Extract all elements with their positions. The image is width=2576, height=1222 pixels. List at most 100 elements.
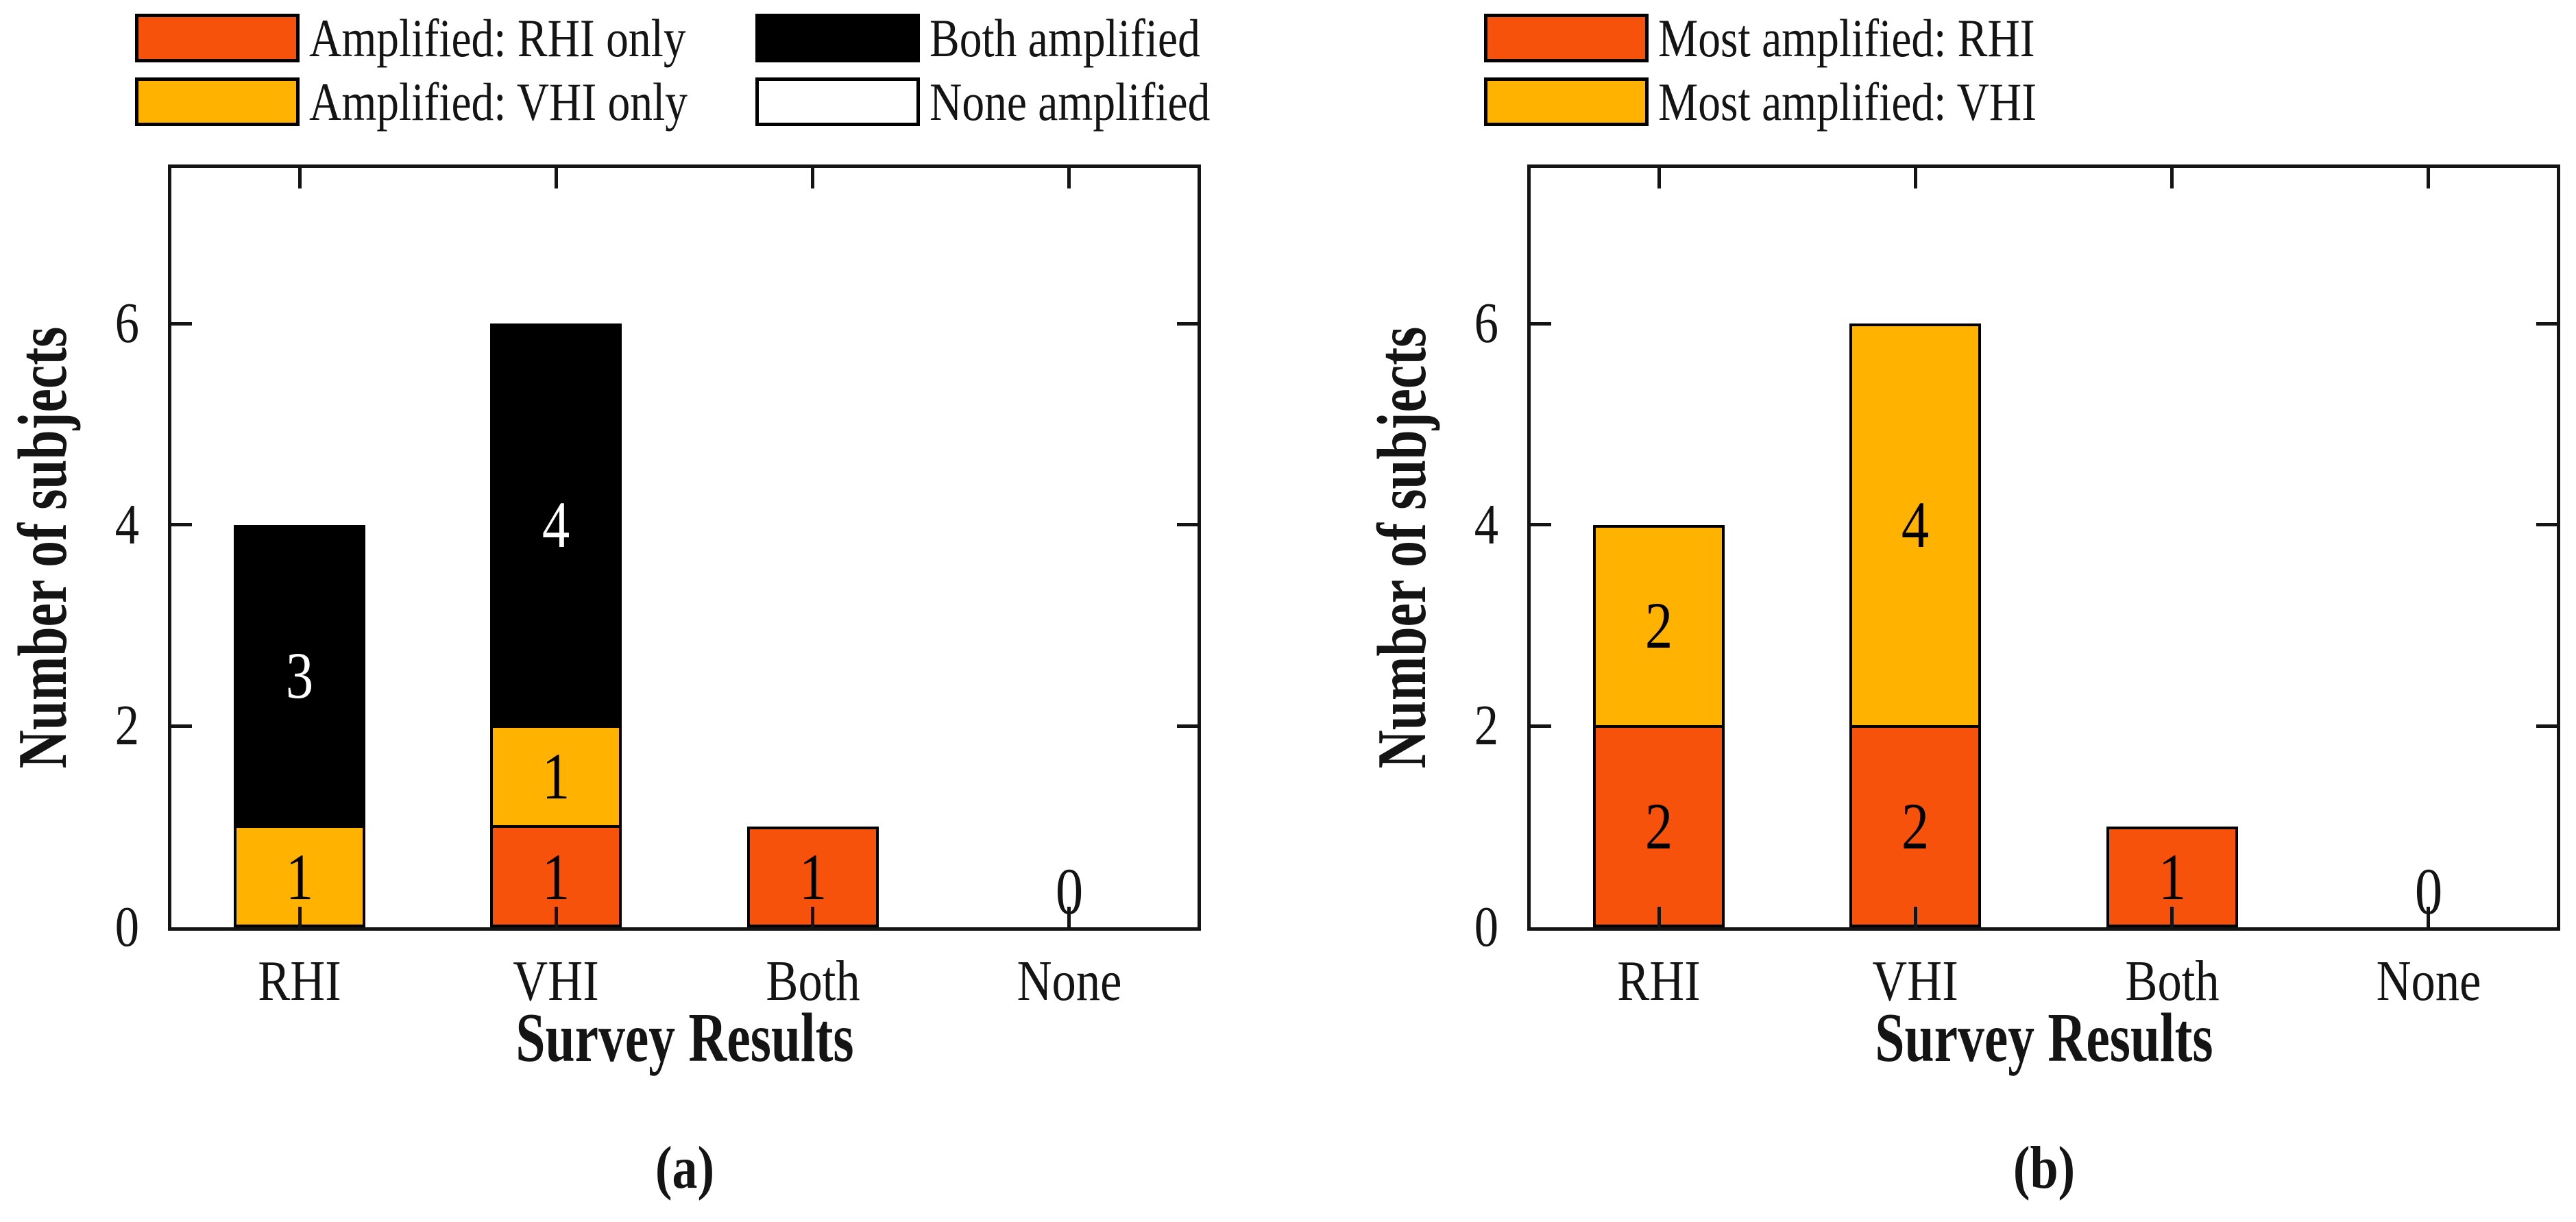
y-tick-text: 6: [1474, 291, 1498, 356]
x-tick-text: VHI: [513, 949, 600, 1013]
bar-value-text: 2: [1644, 588, 1673, 662]
bar-value-text: 4: [542, 487, 570, 561]
bar-value-text: 1: [2158, 840, 2186, 914]
x-tick-top: [1913, 168, 1917, 188]
bar-outline: [1593, 524, 1725, 927]
segment-divider: [490, 825, 622, 829]
x-tick-top: [554, 168, 558, 188]
y-tick-left: [171, 321, 192, 326]
x-tick-top: [1067, 168, 1071, 188]
bar-value-text: 1: [799, 840, 827, 914]
caption-b: (b): [2007, 1138, 2081, 1199]
x-tick-label: None: [2366, 953, 2491, 1010]
bar-segment: [490, 323, 622, 726]
legend-item-label: Most amplified: VHI: [1658, 75, 2109, 129]
legend-swatch: [1484, 14, 1649, 62]
bar-value-text: 1: [542, 739, 570, 813]
x-tick-bottom: [1657, 907, 1661, 927]
x-tick-text: None: [1017, 949, 1122, 1013]
chart-panel-a: Amplified: RHI only Amplified: VHI only Bo…: [2, 8, 1263, 1199]
x-tick-bottom: [1067, 907, 1071, 927]
legend-swatch: [755, 14, 920, 62]
x-tick-label: Both: [757, 953, 868, 1010]
x-axis-label: Survey Results: [462, 1003, 907, 1073]
bar-value-text: 3: [285, 639, 314, 713]
legend-item-text: Both amplified: [929, 8, 1200, 68]
bar-value-label: 1: [283, 844, 316, 910]
y-tick-label: 0: [2, 899, 139, 956]
segment-divider: [1849, 724, 1982, 728]
legend-item-label: Most amplified: RHI: [1658, 8, 2106, 68]
x-tick-text: None: [2376, 949, 2481, 1013]
legend-swatch: [1484, 77, 1649, 126]
segment-divider: [234, 825, 366, 829]
y-tick-label: 2: [2, 697, 139, 755]
x-axis-label-text: Survey Results: [1874, 999, 2213, 1077]
y-tick-label: 6: [1361, 295, 1498, 352]
legend-item-text: Amplified: RHI only: [309, 8, 686, 68]
bar-segment: [1849, 726, 1982, 927]
x-tick-bottom: [1913, 907, 1917, 927]
legend-item-text: Most amplified: RHI: [1658, 8, 2035, 68]
bar-value-label: 2: [1642, 588, 1675, 662]
y-tick-text: 0: [114, 895, 139, 959]
bar-segment: [1593, 726, 1725, 927]
x-tick-label: VHI: [505, 953, 607, 1010]
x-tick-top: [2170, 168, 2174, 188]
bar-value-label: 4: [1899, 487, 1932, 561]
legend-item-label: None amplified: [929, 75, 1263, 129]
y-tick-label: 2: [1361, 697, 1498, 755]
y-tick-text: 0: [1474, 895, 1498, 959]
caption-a-text: (a): [655, 1135, 714, 1201]
y-tick-label: 6: [2, 295, 139, 352]
legend-swatch: [135, 14, 300, 62]
legend-item-label: Both amplified: [929, 8, 1252, 68]
x-tick-bottom: [2427, 907, 2431, 927]
bar-value-label: 3: [283, 643, 316, 709]
x-tick-label: VHI: [1864, 953, 1967, 1010]
y-tick-text: 2: [1474, 694, 1498, 758]
y-tick-right: [1177, 724, 1198, 728]
legend-item-text: Amplified: VHI only: [309, 71, 688, 132]
bar-value-text: 1: [285, 840, 314, 914]
caption-b-text: (b): [2013, 1135, 2075, 1201]
bar-segment: [1593, 525, 1725, 726]
bar-value-label: 1: [539, 739, 572, 813]
x-tick-bottom: [554, 907, 558, 927]
y-tick-left: [171, 523, 192, 527]
x-tick-text: RHI: [258, 949, 341, 1013]
y-tick-right: [1177, 321, 1198, 326]
bar-value-label: 2: [1899, 794, 1932, 859]
x-tick-label: Both: [2116, 953, 2228, 1010]
y-tick-text: 6: [114, 291, 139, 356]
x-tick-top: [811, 168, 815, 188]
y-tick-label: 4: [1361, 496, 1498, 554]
bar-value-label: 1: [539, 844, 572, 910]
bar-segment: [490, 726, 622, 827]
legend-item-text: Most amplified: VHI: [1658, 71, 2037, 132]
y-tick-label: 0: [1361, 899, 1498, 956]
bar-value-text: 2: [1901, 790, 1930, 864]
y-tick-left: [1531, 523, 1551, 527]
y-tick-right: [2536, 321, 2557, 326]
caption-a: (a): [649, 1138, 720, 1199]
x-tick-label: RHI: [1609, 953, 1709, 1010]
segment-divider: [490, 724, 622, 728]
chart-panel-b: Most amplified: RHI Most amplified: VHI 2…: [1288, 0, 2576, 1222]
x-tick-text: RHI: [1617, 949, 1701, 1013]
y-tick-text: 4: [1474, 492, 1498, 557]
x-tick-bottom: [2170, 907, 2174, 927]
y-tick-left: [1531, 724, 1551, 728]
bar-value-text: 1: [542, 840, 570, 914]
bar-value-text: 4: [1901, 487, 1930, 561]
y-tick-right: [2536, 724, 2557, 728]
legend-swatch: [755, 77, 920, 126]
bar-segment: [1849, 323, 1982, 726]
y-tick-text: 4: [114, 492, 139, 557]
legend-item-label: Amplified: RHI only: [309, 8, 757, 68]
bar-segment: [234, 525, 366, 827]
x-tick-label: None: [1007, 953, 1132, 1010]
x-tick-bottom: [811, 907, 815, 927]
y-tick-right: [1177, 523, 1198, 527]
